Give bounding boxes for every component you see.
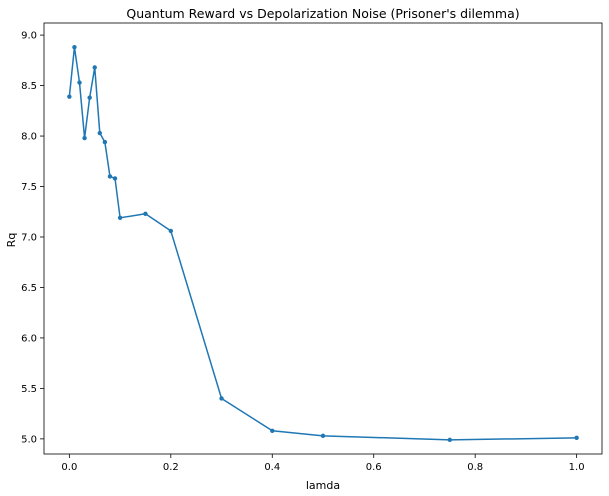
data-point [117, 215, 123, 221]
y-tick-label: 7.0 [21, 232, 37, 243]
data-point [82, 135, 87, 141]
y-tick-label: 9.0 [21, 31, 37, 42]
x-tick-label: 0.0 [61, 462, 77, 473]
x-axis-label: lamda [306, 479, 340, 492]
plot-area [67, 45, 579, 443]
data-point [92, 65, 97, 70]
x-tick-label: 0.2 [163, 462, 179, 473]
x-axis: 0.0 0.2 0.4 0.6 0.8 1.0 [61, 454, 585, 473]
y-tick-label: 5.5 [21, 384, 37, 395]
data-point [67, 94, 72, 99]
data-point [72, 45, 77, 50]
series-line [68, 46, 577, 441]
data-point [87, 95, 92, 100]
chart-title: Quantum Reward vs Depolarization Noise (… [126, 6, 519, 21]
data-point [77, 80, 82, 85]
data-point [102, 139, 108, 145]
x-tick-label: 1.0 [569, 462, 585, 473]
data-point [107, 174, 113, 179]
data-point [112, 176, 118, 181]
y-tick-label: 7.5 [21, 182, 37, 193]
data-point [447, 437, 453, 443]
data-point [168, 228, 174, 234]
data-point [320, 433, 326, 439]
y-axis: 5.0 5.5 6.0 6.5 7.0 7.5 8.0 8.5 9.0 [21, 31, 44, 445]
plot-frame [43, 22, 603, 455]
data-point [219, 396, 224, 401]
y-tick-label: 5.0 [21, 434, 37, 445]
data-point [143, 211, 148, 216]
y-axis-label: Rq [5, 233, 18, 248]
y-tick-label: 8.5 [21, 81, 37, 92]
y-tick-label: 8.0 [21, 132, 37, 143]
data-point [270, 428, 275, 433]
data-point [97, 130, 103, 136]
data-point [574, 435, 579, 441]
x-tick-label: 0.8 [467, 462, 483, 473]
x-tick-label: 0.4 [264, 462, 280, 473]
y-tick-label: 6.0 [21, 333, 37, 344]
x-tick-label: 0.6 [366, 462, 382, 473]
y-tick-label: 6.5 [21, 283, 37, 294]
